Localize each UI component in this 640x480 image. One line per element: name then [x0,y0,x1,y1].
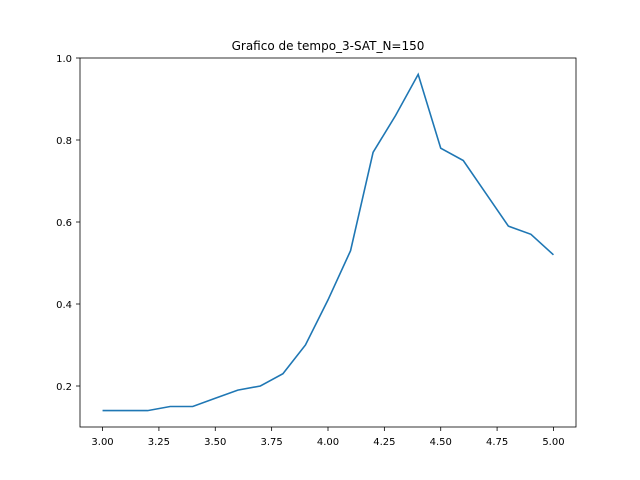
y-tick-label: 0.2 [56,382,72,393]
x-tick-label: 4.25 [373,437,395,448]
x-axis-ticks: 3.00 3.25 3.50 3.75 4.00 4.25 4.50 4.75 5.00 [91,427,565,448]
chart-title: Grafico de tempo_3-SAT_N=150 [232,39,425,53]
y-tick-label: 0.4 [56,300,72,311]
plot-frame [79,57,577,428]
x-tick-label: 4.50 [430,437,452,448]
y-tick-label: 1.0 [56,54,72,65]
y-tick-label: 0.6 [56,218,72,229]
x-tick-label: 3.50 [204,437,226,448]
x-tick-label: 3.25 [148,437,170,448]
x-tick-label: 5.00 [542,437,564,448]
x-tick-label: 4.75 [486,437,508,448]
y-tick-label: 0.8 [56,136,72,147]
x-tick-label: 3.75 [261,437,283,448]
x-tick-label: 3.00 [91,437,113,448]
x-tick-label: 4.00 [317,437,339,448]
y-axis-ticks: 0.2 0.4 0.6 0.8 1.0 [56,54,80,393]
series-line [102,72,554,412]
